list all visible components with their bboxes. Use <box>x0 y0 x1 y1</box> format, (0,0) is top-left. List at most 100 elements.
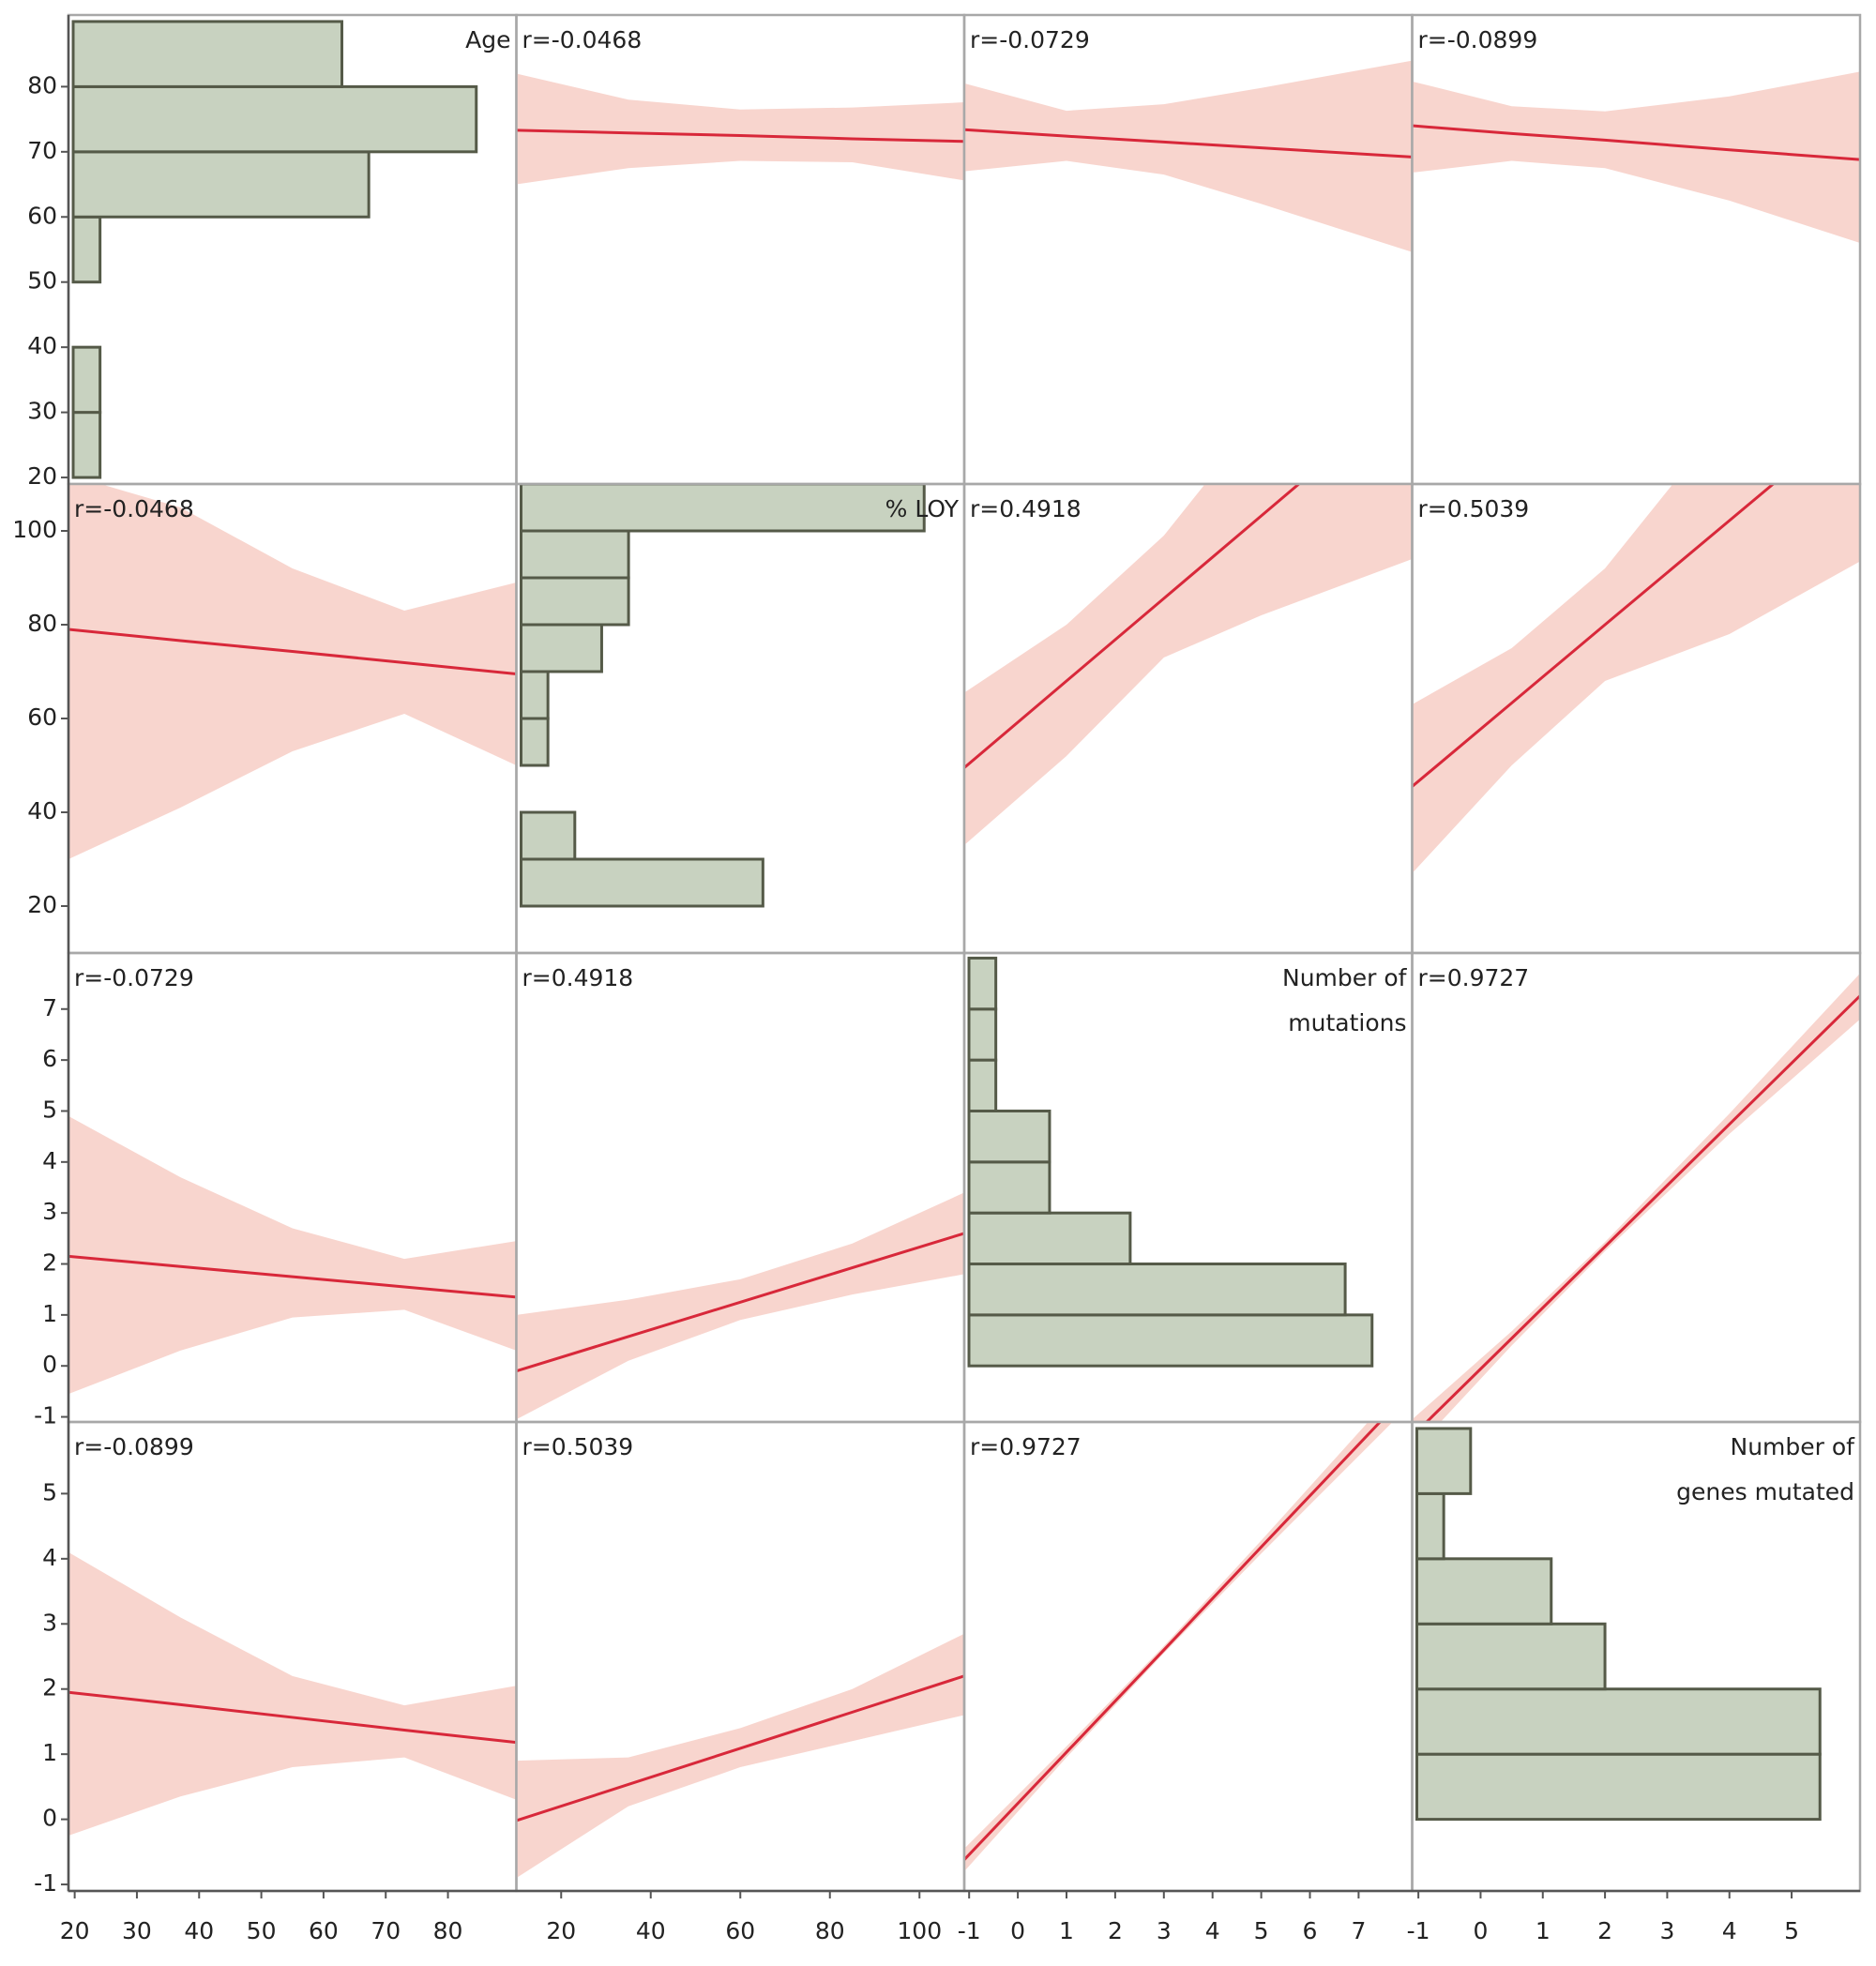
y-tick-label: 6 <box>42 1045 57 1072</box>
x-tick-label: 80 <box>433 1917 463 1944</box>
variable-label: Age <box>465 26 510 53</box>
histogram-bar <box>520 810 577 861</box>
x-tick-label: -1 <box>958 1917 981 1944</box>
histogram-bar <box>967 1160 1051 1215</box>
y-tick-label: 40 <box>27 332 57 359</box>
correlation-label: r=-0.0729 <box>74 964 194 991</box>
x-tick-label: 0 <box>1473 1917 1488 1944</box>
y-tick-label: 5 <box>42 1096 57 1123</box>
x-tick-label: 6 <box>1303 1917 1318 1944</box>
cell <box>68 1551 517 1836</box>
x-tick-label: 7 <box>1351 1917 1366 1944</box>
confidence-band <box>964 60 1413 252</box>
cell <box>1412 484 1860 873</box>
fit-line <box>1412 124 1860 161</box>
x-tick-label: 2 <box>1108 1917 1123 1944</box>
y-tick-label: 4 <box>42 1147 57 1174</box>
y-tick-label: 0 <box>42 1351 57 1378</box>
histogram-bar <box>71 411 102 479</box>
y-tick-label: 60 <box>27 703 57 731</box>
cell <box>68 1115 517 1395</box>
histogram-bar <box>520 857 764 908</box>
x-tick-label: 40 <box>184 1917 214 1944</box>
histogram-bar <box>520 529 630 580</box>
cell-frame <box>1411 951 1862 1424</box>
histogram-bar <box>71 150 371 219</box>
histogram-bar <box>967 1313 1374 1368</box>
cell <box>1412 71 1860 244</box>
correlation-label: r=-0.0468 <box>522 26 643 53</box>
fit-line <box>964 1422 1383 1861</box>
correlation-label: r=0.9727 <box>1418 964 1530 991</box>
x-tick-label: 40 <box>636 1917 666 1944</box>
variable-label: Number of <box>1731 1433 1856 1460</box>
variable-label: genes mutated <box>1676 1478 1854 1505</box>
y-tick-label: 1 <box>42 1739 57 1766</box>
x-tick-label: 60 <box>725 1917 755 1944</box>
correlation-label: r=0.5039 <box>522 1433 634 1460</box>
histogram-bar <box>1415 1752 1822 1822</box>
histogram-bar <box>1415 1491 1445 1561</box>
fit-line <box>516 129 964 144</box>
x-tick-label: 4 <box>1205 1917 1220 1944</box>
histogram-bar <box>967 1007 998 1062</box>
y-tick-label: 100 <box>12 516 57 543</box>
y-tick-label: 70 <box>27 137 57 164</box>
fit-line <box>1412 484 1776 788</box>
histogram-bar <box>520 717 550 767</box>
confidence-band <box>68 1115 517 1395</box>
cell-frame <box>515 13 966 486</box>
x-tick-label: 60 <box>309 1917 339 1944</box>
cell <box>964 1422 1393 1872</box>
confidence-band <box>1412 973 1860 1422</box>
confidence-band <box>68 484 517 859</box>
histogram-bar <box>71 215 102 284</box>
cell <box>520 484 926 908</box>
x-tick-label: 5 <box>1784 1917 1799 1944</box>
y-tick-label: 40 <box>27 797 57 824</box>
x-tick-label: 100 <box>897 1917 942 1944</box>
x-tick-label: 30 <box>122 1917 152 1944</box>
histogram-bar <box>71 84 478 154</box>
fit-line <box>964 128 1413 159</box>
cell <box>516 73 964 185</box>
y-tick-label: 20 <box>27 462 57 490</box>
histogram-bar <box>967 1109 1051 1164</box>
cell <box>964 60 1413 252</box>
x-tick-label: -1 <box>1407 1917 1430 1944</box>
histogram-bar <box>520 484 926 533</box>
fit-line <box>1424 994 1860 1422</box>
x-tick-label: 20 <box>546 1917 576 1944</box>
histogram-bar <box>1415 1557 1553 1626</box>
x-tick-label: 1 <box>1059 1917 1074 1944</box>
x-tick-label: 3 <box>1659 1917 1674 1944</box>
y-tick-label: 20 <box>27 891 57 918</box>
x-tick-label: 50 <box>247 1917 277 1944</box>
cell <box>1412 973 1860 1422</box>
x-tick-label: 4 <box>1722 1917 1737 1944</box>
histogram-bar <box>967 1058 998 1112</box>
cell <box>964 484 1413 845</box>
cell-frame <box>962 1420 1414 1893</box>
y-tick-label: 7 <box>42 994 57 1021</box>
histogram-bar <box>967 1263 1347 1317</box>
correlation-label: r=0.4918 <box>970 495 1082 522</box>
x-tick-label: 3 <box>1157 1917 1172 1944</box>
histogram-bar <box>71 20 343 88</box>
y-tick-label: -1 <box>34 1402 57 1429</box>
histogram-bar <box>1415 1622 1607 1691</box>
y-tick-label: 30 <box>27 398 57 425</box>
correlation-label: r=0.5039 <box>1418 495 1530 522</box>
x-tick-label: 5 <box>1254 1917 1269 1944</box>
confidence-band <box>964 484 1413 845</box>
variable-label: mutations <box>1288 1009 1406 1036</box>
y-tick-label: 80 <box>27 610 57 637</box>
confidence-band <box>1412 71 1860 244</box>
x-tick-label: 20 <box>60 1917 90 1944</box>
cell <box>967 956 1374 1368</box>
histogram-bar <box>967 956 998 1011</box>
y-tick-label: 50 <box>27 267 57 295</box>
y-tick-label: 3 <box>42 1198 57 1225</box>
x-tick-label: 0 <box>1010 1917 1025 1944</box>
